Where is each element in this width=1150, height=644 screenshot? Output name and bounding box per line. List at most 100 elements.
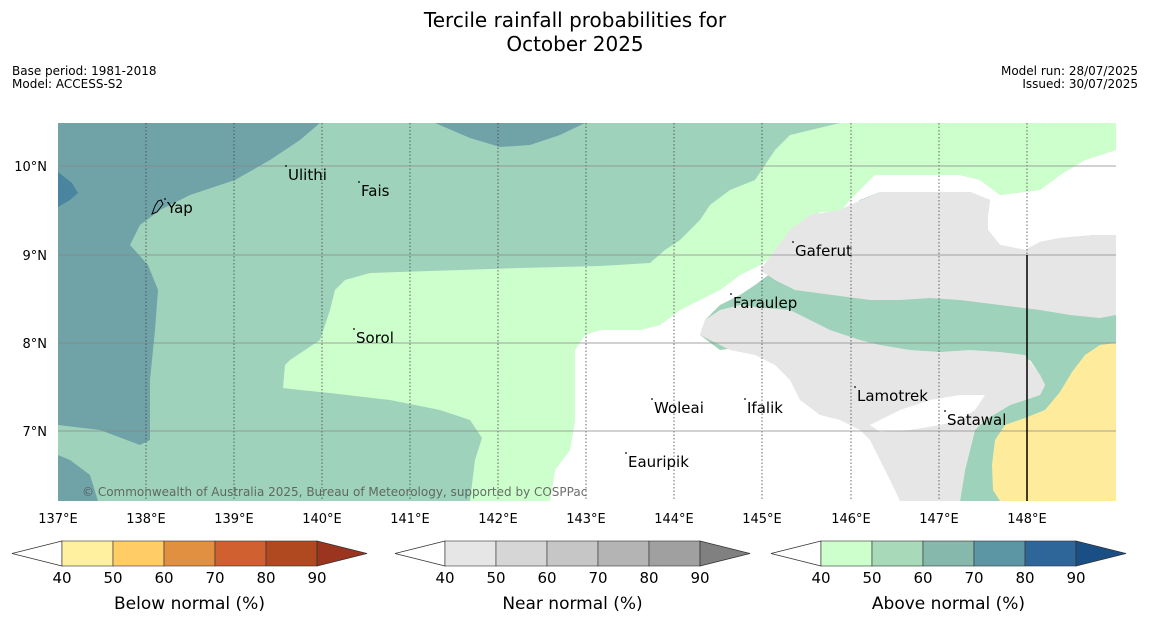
yap-island-shape: [151, 199, 164, 215]
place-label: Satawal: [947, 411, 1006, 429]
colorbar-segment: [820, 540, 873, 567]
lon-tick-label: 143°E: [566, 512, 606, 527]
colorbar-segment: [112, 540, 165, 567]
colorbar-segment: [1024, 540, 1077, 567]
base-period: Base period: 1981-2018: [12, 64, 157, 78]
near-normal-region-south: [700, 305, 1045, 501]
lat-tick-label: 9°N: [23, 249, 48, 264]
lon-tick-label: 141°E: [390, 512, 430, 527]
colorbar-tick-label: 90: [690, 569, 709, 587]
colorbar-tick-label: 80: [639, 569, 658, 587]
lat-tick-label: 7°N: [23, 425, 48, 440]
issued-date: Issued: 30/07/2025: [1022, 77, 1138, 91]
colorbar-below-normal: 40 50 60 70 80 90 Below normal (%): [11, 540, 368, 614]
colorbar-segment: [922, 540, 975, 567]
place-marker: [744, 398, 746, 400]
place-marker: [944, 410, 946, 412]
colorbar-above-normal: 40 50 60 70 80 90 Above normal (%): [770, 540, 1127, 614]
colorbar-high-extension: [316, 540, 368, 567]
colorbar-label: Below normal (%): [114, 594, 265, 614]
no-tendency-patch: [870, 395, 985, 432]
above-60-70-region-south: [58, 455, 98, 501]
lon-tick-label: 140°E: [302, 512, 342, 527]
colorbar-high-extension: [1075, 540, 1127, 567]
lon-tick-label: 137°E: [38, 512, 78, 527]
lon-tick-label: 138°E: [126, 512, 166, 527]
colorbar-low-extension: [11, 540, 63, 567]
colorbar-tick-label: 60: [913, 569, 932, 587]
lon-tick-label: 142°E: [478, 512, 518, 527]
colorbar-tick-label: 50: [862, 569, 881, 587]
lon-tick-label: 148°E: [1007, 512, 1047, 527]
meta-left: Base period: 1981-2018 Model: ACCESS-S2: [12, 65, 157, 91]
colorbar-tick-label: 40: [435, 569, 454, 587]
lat-tick-label: 10°N: [14, 160, 47, 175]
colorbar-tick-label: 50: [486, 569, 505, 587]
place-marker: [730, 293, 732, 295]
map-field: [58, 123, 1116, 501]
colorbar-tick-label: 50: [103, 569, 122, 587]
place-label: Gaferut: [795, 242, 852, 260]
lon-tick-label: 147°E: [919, 512, 959, 527]
place-label: Lamotrek: [857, 387, 928, 405]
lon-tick-label: 146°E: [831, 512, 871, 527]
title-line-1: Tercile rainfall probabilities for: [423, 8, 727, 32]
colorbar-segment: [495, 540, 548, 567]
colorbar-tick-label: 40: [811, 569, 830, 587]
lat-tick-label: 8°N: [23, 337, 48, 352]
place-label: Woleai: [654, 399, 704, 417]
place-marker: [353, 328, 355, 330]
below-40-50-region: [992, 343, 1116, 501]
colorbar-tick-label: 70: [588, 569, 607, 587]
place-marker: [792, 241, 794, 243]
colorbar-tick-label: 70: [964, 569, 983, 587]
place-marker: [651, 398, 653, 400]
above-60-70-region-north: [435, 123, 585, 147]
place-marker: [285, 165, 287, 167]
lon-tick-label: 144°E: [654, 512, 694, 527]
model-run: Model run: 28/07/2025: [1000, 64, 1138, 78]
place-label: Yap: [166, 199, 193, 217]
colorbar-label: Above normal (%): [872, 594, 1025, 614]
above-70-80-region: [58, 172, 78, 207]
colorbar-segment: [648, 540, 701, 567]
colorbar-near-normal: 40 50 60 70 80 90 Near normal (%): [394, 540, 751, 614]
place-marker: [854, 386, 856, 388]
colorbar-segment: [214, 540, 267, 567]
above-60-70-region-west: [58, 123, 320, 445]
colorbar-tick-label: 40: [52, 569, 71, 587]
place-label: Ulithi: [288, 166, 327, 184]
model-name: Model: ACCESS-S2: [12, 77, 124, 91]
meta-right: Model run: 28/07/2025 Issued: 30/07/2025: [1001, 65, 1138, 91]
above-40-50-region: [283, 123, 1116, 501]
colorbar-segment: [61, 540, 114, 567]
lon-tick-label: 139°E: [214, 512, 254, 527]
place-label: Sorol: [356, 329, 394, 347]
lon-tick-label: 145°E: [742, 512, 782, 527]
colorbar-tick-label: 80: [1015, 569, 1034, 587]
colorbar-tick-label: 80: [256, 569, 275, 587]
colorbar-label: Near normal (%): [502, 594, 642, 614]
colorbar-segment: [871, 540, 924, 567]
title-line-2: October 2025: [506, 32, 644, 56]
colorbar-segment: [163, 540, 216, 567]
colorbar-segment: [546, 540, 599, 567]
colorbar-segment: [265, 540, 318, 567]
colorbar-high-extension: [699, 540, 751, 567]
colorbar-tick-label: 90: [307, 569, 326, 587]
place-marker: [358, 181, 360, 183]
copyright-notice: © Commonwealth of Australia 2025, Bureau…: [82, 485, 587, 499]
colorbar-low-extension: [394, 540, 446, 567]
map-title: Tercile rainfall probabilities for Octob…: [0, 8, 1150, 56]
place-labels: Yap Ulithi Fais Gaferut Faraulep Sorol Woleai I…: [164, 165, 1006, 471]
axis-tick-labels: 137°E 138°E 139°E 140°E 141°E 142°E 143°E 144°E…: [14, 160, 1047, 527]
graticule: [58, 123, 1116, 501]
place-marker: [164, 198, 166, 200]
colorbar-segment: [444, 540, 497, 567]
place-label: Fais: [361, 182, 390, 200]
colorbar-tick-label: 60: [537, 569, 556, 587]
place-label: Eauripik: [628, 453, 689, 471]
colorbar-segment: [973, 540, 1026, 567]
colorbar-low-extension: [770, 540, 822, 567]
